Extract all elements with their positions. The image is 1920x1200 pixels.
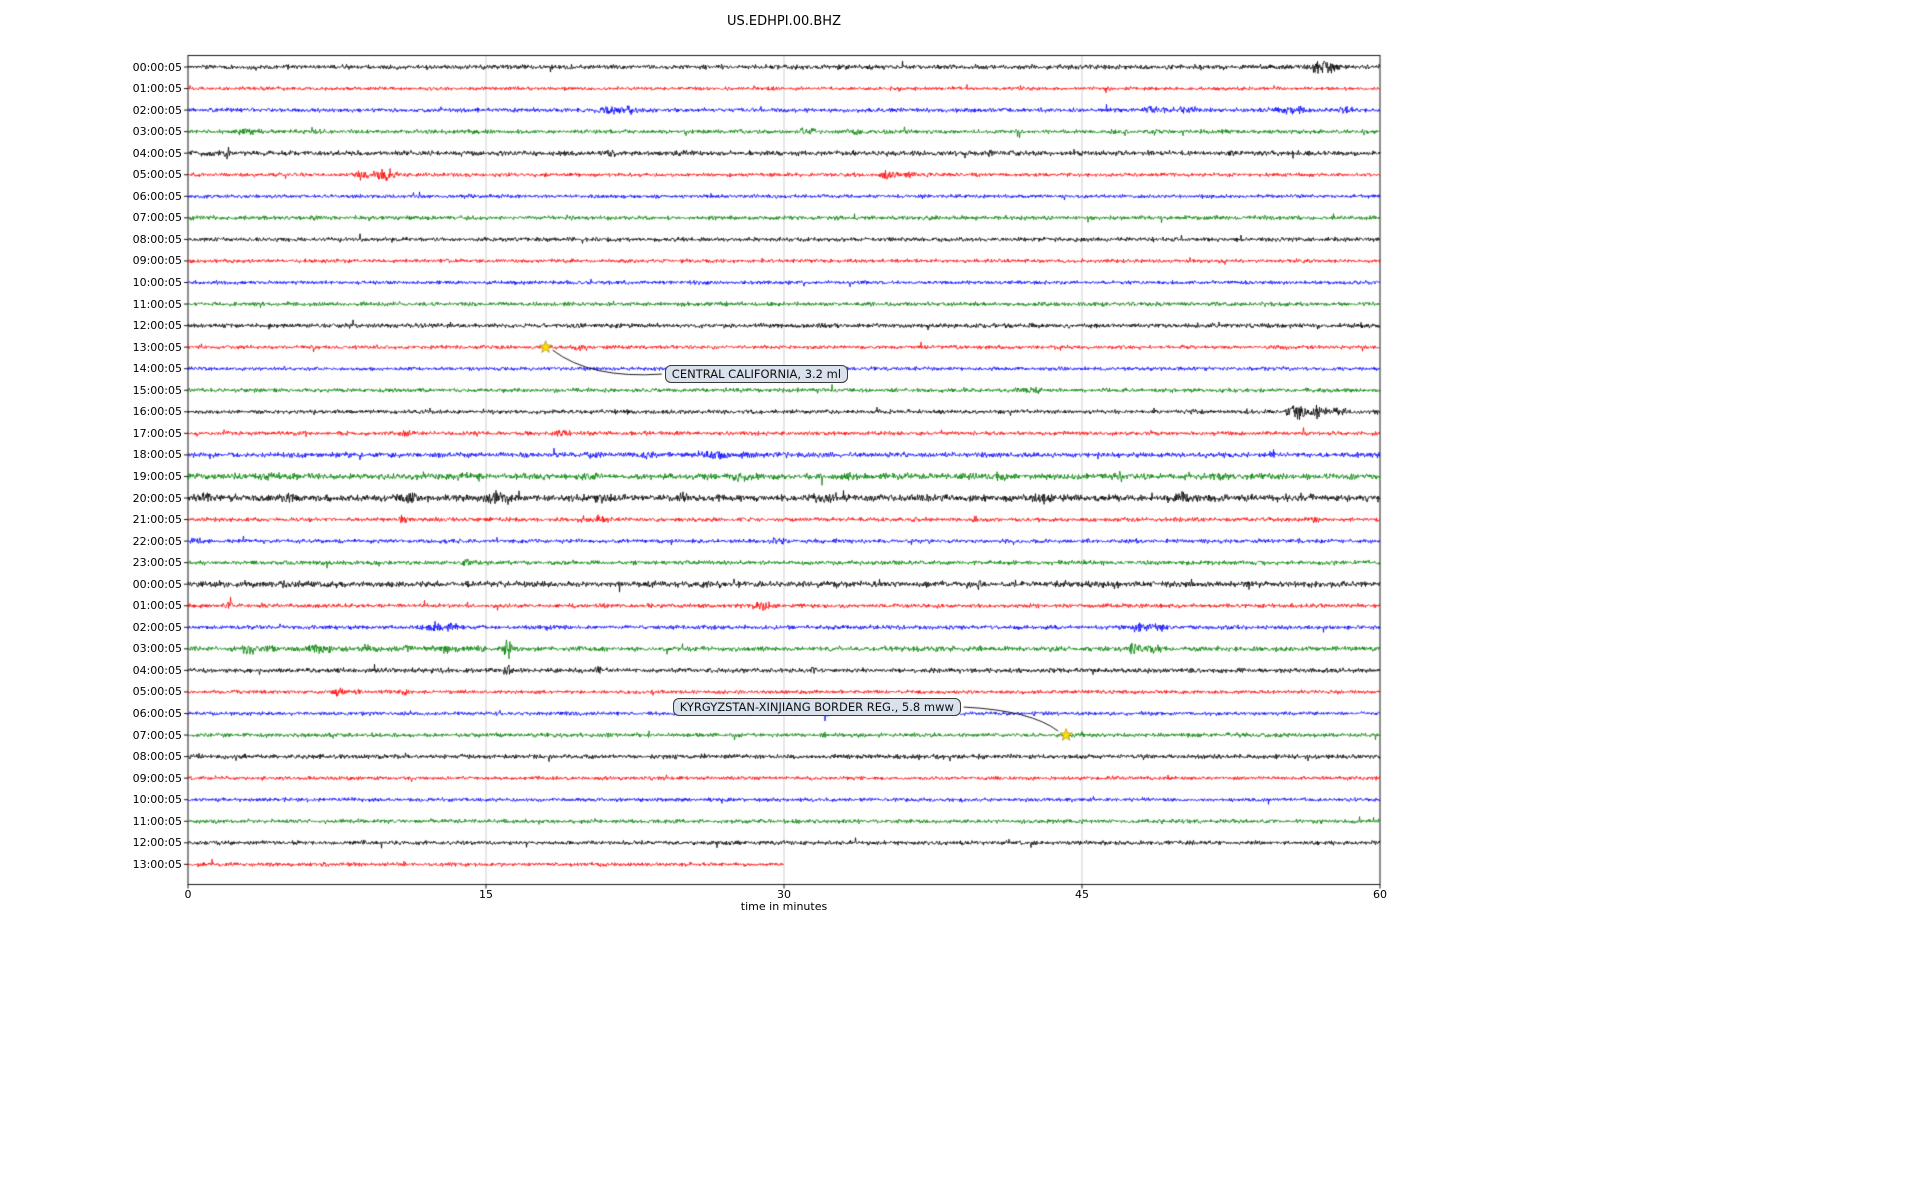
row-label: 07:00:05: [132, 728, 182, 742]
row-label: 02:00:05: [132, 620, 182, 634]
annotation-central-california: CENTRAL CALIFORNIA, 3.2 ml: [664, 365, 849, 384]
x-tick-label: 30: [777, 888, 791, 901]
row-label: 11:00:05: [132, 814, 182, 828]
row-label: 06:00:05: [132, 707, 182, 720]
row-label: 03:00:05: [132, 125, 182, 139]
row-label: 11:00:05: [132, 297, 182, 311]
row-label: 00:00:05: [132, 60, 182, 74]
row-label: 09:00:05: [132, 254, 182, 268]
row-label: 10:00:05: [132, 276, 182, 289]
row-label: 16:00:05: [132, 405, 182, 419]
row-label: 20:00:05: [132, 491, 182, 505]
row-label: 14:00:05: [132, 362, 182, 376]
row-label: 01:00:05: [132, 82, 182, 96]
x-axis-label: time in minutes: [740, 900, 828, 913]
row-label: 06:00:05: [132, 189, 182, 203]
row-label: 08:00:05: [132, 232, 182, 246]
x-tick-label: 0: [184, 888, 192, 901]
row-label: 02:00:05: [132, 103, 182, 117]
row-label: 15:00:05: [132, 383, 182, 397]
annotation-kyrgyzstan-xinjiang: KYRGYZSTAN-XINJIANG BORDER REG., 5.8 mww: [672, 698, 961, 717]
row-label: 10:00:05: [132, 793, 182, 807]
row-label: 04:00:05: [132, 146, 182, 160]
row-label: 08:00:05: [132, 750, 182, 764]
row-label: 04:00:05: [132, 663, 182, 677]
x-tick-label: 15: [479, 888, 493, 901]
row-label: 17:00:05: [132, 426, 182, 440]
x-tick-label: 45: [1075, 888, 1089, 901]
row-label: 09:00:05: [132, 771, 182, 785]
row-label: 22:00:05: [132, 534, 182, 548]
row-label: 12:00:05: [132, 836, 182, 850]
row-label: 12:00:05: [132, 319, 182, 333]
row-label: 19:00:05: [132, 469, 182, 483]
x-tick-label: 60: [1373, 888, 1387, 901]
row-label: 23:00:05: [132, 556, 182, 570]
row-label: 03:00:05: [132, 642, 182, 656]
row-label: 18:00:05: [132, 448, 182, 462]
row-label: 01:00:05: [132, 599, 182, 613]
row-label: 13:00:05: [132, 340, 182, 354]
row-label: 05:00:05: [132, 685, 182, 699]
plot-title: US.EDHPI.00.BHZ: [727, 14, 841, 29]
row-label: 00:00:05: [132, 577, 182, 591]
row-label: 13:00:05: [132, 857, 182, 871]
row-label: 05:00:05: [132, 168, 182, 182]
row-label: 07:00:05: [132, 211, 182, 225]
row-label: 21:00:05: [132, 513, 182, 527]
